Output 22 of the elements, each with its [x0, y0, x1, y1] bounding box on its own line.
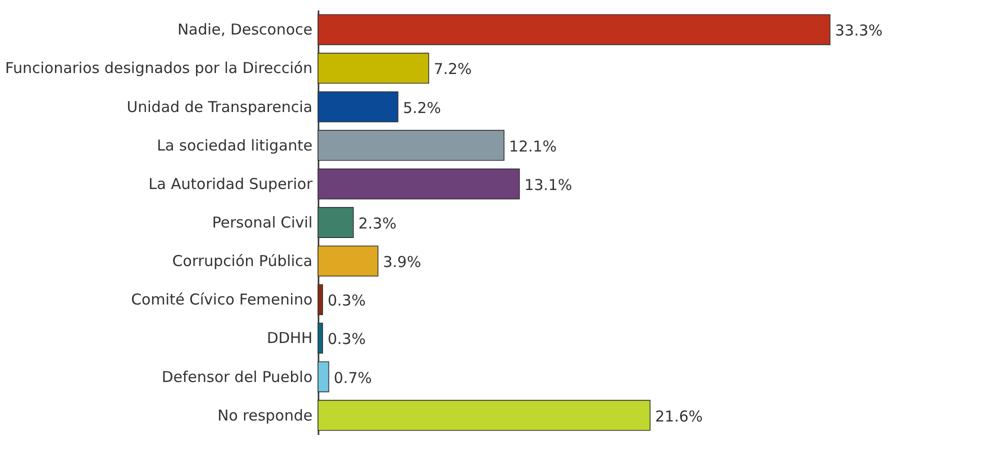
data-label: 0.7% — [334, 368, 372, 387]
y-tick-label: Corrupción Pública — [172, 252, 312, 270]
y-tick-label: La sociedad litigante — [156, 136, 312, 154]
data-label: 21.6% — [655, 407, 703, 426]
y-tick-label: Comité Cívico Femenino — [131, 290, 312, 309]
data-label: 0.3% — [328, 330, 366, 348]
data-label: 33.3% — [835, 22, 883, 40]
y-tick-label: DDHH — [266, 329, 312, 348]
y-tick-label: No responde — [217, 406, 312, 424]
data-label: 5.2% — [402, 98, 442, 117]
data-label: 3.9% — [382, 253, 422, 272]
data-label: 0.3% — [328, 292, 366, 310]
data-label: 7.2% — [434, 60, 472, 78]
data-label: 12.1% — [509, 137, 557, 156]
y-tick-label: Defensor del Pueblo — [162, 368, 312, 386]
y-tick-label: Personal Civil — [212, 214, 312, 232]
y-tick-label: Unidad de Transparencia — [126, 98, 312, 116]
y-tick-label: Nadie, Desconoce — [177, 20, 312, 39]
data-label: 13.1% — [524, 176, 572, 194]
y-tick-label: La Autoridad Superior — [148, 174, 314, 193]
y-tick-label: Funcionarios designados por la Dirección — [5, 59, 312, 78]
data-label: 2.3% — [358, 214, 396, 232]
